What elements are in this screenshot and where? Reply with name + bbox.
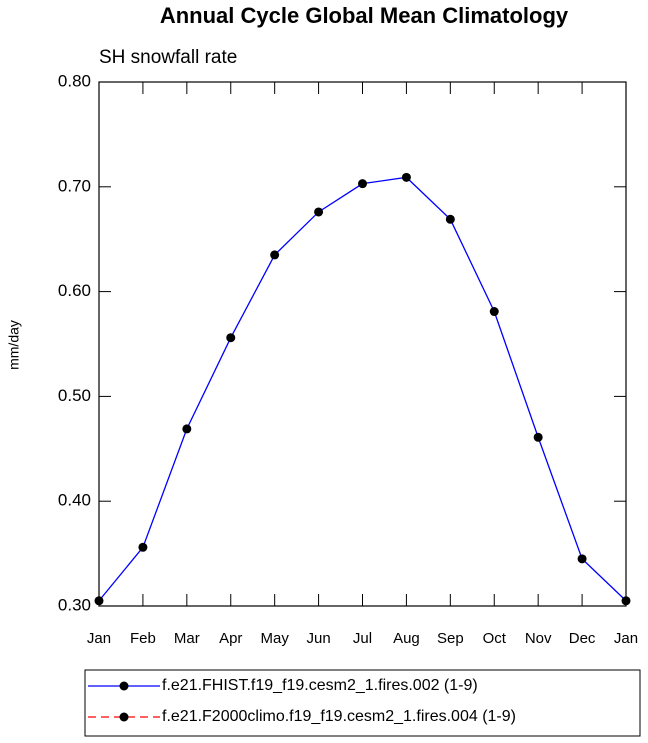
y-axis-label: mm/day [6, 320, 22, 370]
y-tick-label: 0.80 [58, 71, 91, 90]
data-point [489, 307, 499, 317]
x-tick-label: Apr [219, 630, 242, 647]
data-point [226, 333, 236, 343]
x-tick-label: Jun [306, 630, 330, 647]
y-tick-label: 0.70 [58, 176, 91, 195]
x-tick-label: Mar [174, 630, 200, 647]
legend-box [84, 669, 641, 737]
y-tick-label: 0.40 [58, 491, 91, 510]
x-tick-label: Aug [393, 630, 420, 647]
y-tick-label: 0.60 [58, 281, 91, 300]
x-tick-label: Dec [569, 630, 596, 647]
data-point [401, 172, 411, 182]
data-point [533, 432, 543, 442]
data-point [270, 250, 280, 260]
data-point [445, 214, 455, 224]
x-tick-label: Sep [437, 630, 464, 647]
data-point [577, 554, 587, 564]
x-tick-label: May [260, 630, 289, 647]
legend-label: f.e21.F2000climo.f19_f19.cesm2_1.fires.0… [162, 708, 516, 725]
legend-marker [119, 681, 129, 691]
legend-label: f.e21.FHIST.f19_f19.cesm2_1.fires.002 (1… [162, 677, 478, 694]
data-point [182, 424, 192, 434]
data-point [138, 542, 148, 552]
series-line [98, 176, 627, 602]
x-tick-label: Jan [614, 630, 638, 647]
x-tick-label: Feb [130, 630, 156, 647]
legend-marker [119, 712, 129, 722]
chart-title: Annual Cycle Global Mean Climatology [160, 3, 569, 28]
y-tick-label: 0.50 [58, 386, 91, 405]
x-tick-label: Nov [525, 630, 552, 647]
data-point [94, 596, 104, 606]
plot-frame [98, 81, 627, 607]
x-tick-label: Jan [87, 630, 111, 647]
x-tick-label: Jul [353, 630, 372, 647]
data-point [358, 179, 367, 189]
x-tick-label: Oct [483, 630, 507, 647]
chart-subtitle: SH snowfall rate [99, 47, 237, 68]
data-point [621, 596, 631, 606]
data-point [314, 207, 324, 217]
y-tick-label: 0.30 [58, 595, 91, 614]
